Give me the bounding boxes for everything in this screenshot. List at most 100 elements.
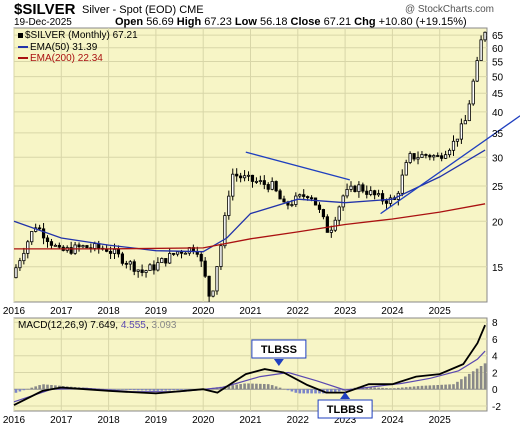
- macd-line: [13, 324, 486, 406]
- price-candle-body: [436, 155, 440, 157]
- price-grid: [13, 28, 487, 302]
- price-candle-body: [112, 248, 117, 254]
- macd-histogram-bar: [452, 384, 455, 390]
- chg-value: +10.80 (+19.15%): [378, 16, 467, 28]
- macd-histogram-bar: [172, 389, 175, 391]
- price-line-trendline-1: [245, 151, 350, 181]
- macd-histogram-bar: [156, 389, 160, 391]
- macd-histogram-bar: [38, 385, 41, 390]
- legend-ema200-swatch: [18, 57, 28, 60]
- price-candle-body: [306, 196, 310, 199]
- macd-histogram-bar: [393, 388, 396, 390]
- annotation-box: [317, 399, 373, 419]
- macd-histogram-bar: [314, 389, 317, 394]
- macd-histogram-bar: [34, 386, 37, 390]
- macd-histogram-bar: [408, 386, 412, 390]
- price-candle-body: [211, 290, 215, 297]
- price-candle-body: [258, 180, 262, 182]
- price-candle-body: [136, 269, 140, 272]
- macd-histogram-bar: [140, 389, 144, 391]
- macd-histogram-bar: [18, 389, 22, 392]
- price-candle-body: [144, 270, 148, 273]
- macd-x-tick-label: 2017: [50, 415, 73, 426]
- macd-histogram-bar: [456, 381, 459, 390]
- price-line-ema-50-: [13, 149, 486, 253]
- annotation-box: [251, 339, 307, 359]
- macd-x-tick-label: 2023: [334, 415, 357, 426]
- macd-histogram-bar: [117, 389, 120, 390]
- macd-histogram-bar: [432, 385, 436, 390]
- price-y-tick-label: 30: [492, 153, 504, 164]
- annotation-arrow-down: [273, 359, 284, 366]
- annotation-arrow-up: [340, 392, 351, 399]
- macd-histogram-bar: [290, 389, 294, 392]
- price-candle-body: [483, 31, 487, 41]
- macd-histogram-bar: [475, 368, 479, 390]
- price-y-tick-label: 50: [492, 73, 504, 84]
- price-candle-body: [377, 193, 381, 196]
- price-candle-body: [235, 173, 239, 177]
- price-candle-body: [313, 197, 318, 206]
- price-stats: Open 56.69 High 67.23 Low 56.18 Close 67…: [115, 16, 467, 28]
- price-candle-body: [250, 174, 255, 182]
- price-candle-body: [116, 248, 121, 255]
- price-candle-body: [215, 266, 219, 292]
- legend-ema50-swatch: [18, 46, 28, 49]
- price-x-tick-label: 2022: [287, 306, 310, 317]
- macd-histogram-bar: [479, 365, 483, 390]
- macd-histogram-bar: [464, 376, 467, 390]
- symbol-title: $SILVER: [14, 1, 76, 18]
- macd-histogram-bar: [286, 389, 290, 391]
- price-candle-body: [14, 267, 18, 279]
- macd-histogram-bar: [471, 371, 475, 390]
- price-candle-body: [242, 175, 247, 179]
- legend-ema200-label: EMA(200) 22.34: [30, 53, 103, 64]
- macd-x-tick-label: 2016: [3, 415, 26, 426]
- symbol-description-row: Silver - Spot (EOD) CME: [82, 4, 204, 16]
- macd-histogram-bar: [235, 384, 239, 390]
- price-line-ema-200-: [14, 203, 486, 250]
- chg-label: Chg: [354, 16, 376, 28]
- macd-histogram-bar: [176, 389, 179, 391]
- macd-y-tick-label: 2: [492, 368, 498, 379]
- macd-x-tick-label: 2024: [381, 415, 404, 426]
- price-candle-body: [373, 190, 377, 196]
- macd-histogram-bar: [113, 389, 116, 390]
- macd-histogram-bar: [259, 383, 262, 390]
- macd-hist-value: 3.093: [151, 320, 177, 331]
- macd-histogram-bar: [160, 389, 164, 391]
- price-candle-body: [160, 258, 164, 264]
- macd-histogram-bar: [152, 389, 156, 391]
- macd-histogram-bar: [385, 388, 388, 390]
- price-x-tick-label: 2019: [145, 306, 168, 317]
- price-candle-body: [164, 258, 168, 264]
- macd-histogram-bar: [188, 389, 191, 390]
- macd-histogram-bar: [180, 389, 183, 390]
- price-candle-body: [317, 204, 322, 210]
- macd-histogram-bar: [310, 389, 313, 394]
- price-candle-body: [369, 190, 373, 195]
- macd-histogram-bar: [255, 383, 258, 390]
- legend-ema50: EMA(50) 31.39: [18, 42, 97, 53]
- price-x-tick-label: 2021: [239, 306, 262, 317]
- macd-histogram-bar: [22, 389, 26, 391]
- macd-histogram-bar: [231, 385, 235, 390]
- price-candle-body: [302, 194, 306, 197]
- price-candle-body: [357, 184, 361, 193]
- macd-histogram-bar: [326, 389, 329, 394]
- macd-histogram-bar: [239, 384, 242, 390]
- macd-histogram-bar: [42, 384, 45, 390]
- macd-histogram-bar: [306, 389, 309, 394]
- macd-histogram-bar: [440, 384, 443, 390]
- price-candle-body: [408, 153, 412, 163]
- price-candle-body: [239, 175, 243, 179]
- annotation-label: TLBBS: [327, 404, 364, 416]
- price-candle-body: [148, 264, 152, 271]
- macd-y-axis: -2 0 2 4 6 8: [492, 318, 501, 413]
- price-candle-body: [38, 227, 42, 230]
- price-candle-body: [404, 162, 408, 176]
- macd-signal-value: 4.555: [120, 320, 146, 331]
- price-candle-body: [325, 216, 329, 233]
- price-candle-body: [49, 241, 54, 246]
